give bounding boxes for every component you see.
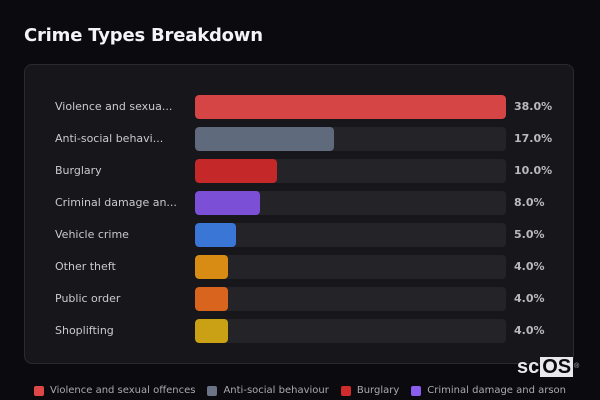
bar-row: Shoplifting 4.0%: [25, 319, 573, 343]
bar-label: Vehicle crime: [55, 228, 129, 241]
bar-fill[interactable]: [195, 191, 261, 215]
watermark-boxed: OS: [540, 356, 574, 378]
legend-item[interactable]: Anti-social behaviour: [207, 385, 329, 396]
bar-row: Vehicle crime 5.0%: [25, 223, 573, 247]
bar-row: Public order 4.0%: [25, 287, 573, 311]
legend-label: Criminal damage and arson: [427, 385, 567, 396]
bar-row: Criminal damage an... 8.0%: [25, 191, 573, 215]
bar-track: [195, 191, 506, 215]
bar-fill[interactable]: [195, 319, 228, 343]
chart-title: Crime Types Breakdown: [24, 25, 263, 46]
bar-track: [195, 95, 506, 119]
watermark-logo: sc OS ®: [517, 357, 579, 377]
legend-item[interactable]: Criminal damage and arson: [411, 385, 566, 396]
bar-row: Violence and sexua... 38.0%: [25, 95, 573, 119]
bar-track: [195, 287, 506, 311]
bar-label: Anti-social behavi...: [55, 132, 164, 145]
bar-track: [195, 223, 506, 247]
bar-value: 10.0%: [514, 164, 553, 177]
registered-mark: ®: [574, 363, 580, 370]
legend-label: Anti-social behaviour: [223, 385, 329, 396]
bar-fill[interactable]: [195, 127, 335, 151]
legend-swatch-icon: [207, 385, 218, 396]
bar-value: 5.0%: [514, 228, 545, 241]
bar-label: Violence and sexua...: [55, 100, 173, 113]
chart-legend: Violence and sexual offences Anti-social …: [0, 385, 600, 396]
legend-swatch-icon: [340, 385, 351, 396]
bar-row: Burglary 10.0%: [25, 159, 573, 183]
bar-row: Anti-social behavi... 17.0%: [25, 127, 573, 151]
bar-fill[interactable]: [195, 287, 228, 311]
bar-value: 4.0%: [514, 324, 545, 337]
bar-fill[interactable]: [195, 223, 236, 247]
bar-label: Public order: [55, 292, 121, 305]
bar-track: [195, 159, 506, 183]
watermark-prefix: sc: [517, 356, 540, 378]
bar-value: 38.0%: [514, 100, 553, 113]
legend-swatch-icon: [411, 385, 422, 396]
legend-item[interactable]: Violence and sexual offences: [33, 385, 196, 396]
legend-item[interactable]: Burglary: [340, 385, 400, 396]
bar-track: [195, 127, 506, 151]
legend-swatch-icon: [33, 385, 44, 396]
bar-fill[interactable]: [195, 255, 228, 279]
bar-value: 4.0%: [514, 292, 545, 305]
bar-label: Criminal damage an...: [55, 196, 177, 209]
legend-label: Burglary: [356, 385, 400, 396]
legend-label: Violence and sexual offences: [49, 385, 196, 396]
bar-row: Other theft 4.0%: [25, 255, 573, 279]
bar-track: [195, 319, 506, 343]
bar-label: Shoplifting: [55, 324, 114, 337]
bar-label: Other theft: [55, 260, 116, 273]
bar-fill[interactable]: [195, 159, 277, 183]
bar-track: [195, 255, 506, 279]
bar-fill[interactable]: [195, 95, 506, 119]
chart-card: Violence and sexua... 38.0% Anti-social be…: [24, 64, 574, 364]
bar-label: Burglary: [55, 164, 102, 177]
bar-value: 17.0%: [514, 132, 553, 145]
bar-value: 4.0%: [514, 260, 545, 273]
bar-value: 8.0%: [514, 196, 545, 209]
